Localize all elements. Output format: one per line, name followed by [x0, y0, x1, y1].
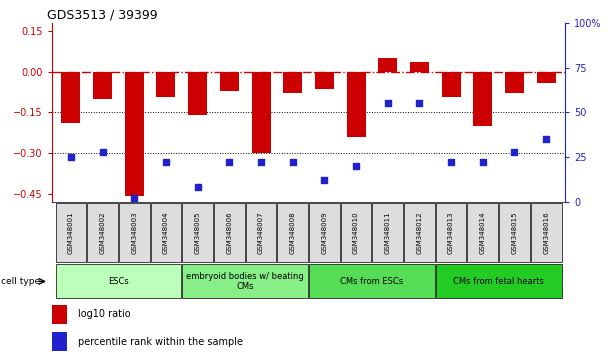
Point [256, 160, 266, 165]
Text: GSM348016: GSM348016 [543, 211, 549, 254]
FancyBboxPatch shape [404, 203, 435, 263]
FancyBboxPatch shape [436, 264, 562, 298]
Point [130, 195, 139, 201]
Bar [93, 72, 112, 99]
FancyBboxPatch shape [182, 203, 213, 263]
FancyBboxPatch shape [531, 203, 562, 263]
FancyBboxPatch shape [309, 203, 340, 263]
Text: CMs from ESCs: CMs from ESCs [340, 277, 403, 286]
Text: GSM348012: GSM348012 [417, 211, 422, 254]
Point [541, 136, 551, 142]
Text: GDS3513 / 39399: GDS3513 / 39399 [47, 9, 158, 22]
Text: GSM348006: GSM348006 [226, 211, 232, 254]
FancyBboxPatch shape [246, 203, 276, 263]
Point [510, 149, 519, 155]
Bar [536, 72, 555, 82]
Point [478, 160, 488, 165]
FancyBboxPatch shape [214, 203, 245, 263]
FancyBboxPatch shape [309, 264, 435, 298]
Bar [474, 72, 492, 126]
Text: embryoid bodies w/ beating
CMs: embryoid bodies w/ beating CMs [186, 272, 304, 291]
Bar [346, 72, 365, 137]
Point [446, 160, 456, 165]
Bar [505, 72, 524, 93]
Text: GSM348002: GSM348002 [100, 211, 106, 254]
Text: cell type: cell type [1, 277, 40, 286]
Point [320, 177, 329, 183]
FancyBboxPatch shape [341, 203, 371, 263]
FancyBboxPatch shape [499, 203, 530, 263]
Point [66, 154, 76, 160]
FancyBboxPatch shape [436, 203, 466, 263]
FancyBboxPatch shape [277, 203, 308, 263]
Bar [156, 72, 175, 97]
Bar [220, 72, 239, 91]
Bar [188, 72, 207, 115]
FancyBboxPatch shape [151, 203, 181, 263]
Bar [52, 332, 67, 351]
Point [414, 101, 424, 106]
Text: GSM348013: GSM348013 [448, 211, 454, 254]
Text: log10 ratio: log10 ratio [78, 309, 130, 320]
Text: GSM348010: GSM348010 [353, 211, 359, 254]
Bar [410, 62, 429, 72]
FancyBboxPatch shape [56, 203, 86, 263]
Point [193, 185, 203, 190]
Text: GSM348008: GSM348008 [290, 211, 296, 254]
Text: GSM348001: GSM348001 [68, 211, 74, 254]
Text: GSM348004: GSM348004 [163, 211, 169, 254]
FancyBboxPatch shape [182, 264, 308, 298]
Point [98, 149, 108, 155]
Bar [125, 72, 144, 196]
Bar [252, 72, 271, 153]
FancyBboxPatch shape [372, 203, 403, 263]
Text: percentile rank within the sample: percentile rank within the sample [78, 337, 243, 347]
Bar [378, 58, 397, 72]
Point [224, 160, 234, 165]
Text: GSM348003: GSM348003 [131, 211, 137, 254]
Text: GSM348009: GSM348009 [321, 211, 327, 254]
FancyBboxPatch shape [119, 203, 150, 263]
Bar [442, 72, 461, 97]
Text: ESCs: ESCs [108, 277, 129, 286]
Point [161, 160, 171, 165]
Bar [284, 72, 302, 93]
Text: GSM348014: GSM348014 [480, 211, 486, 254]
Point [383, 101, 393, 106]
Bar [62, 72, 81, 123]
FancyBboxPatch shape [56, 264, 181, 298]
Text: GSM348005: GSM348005 [195, 211, 200, 254]
Text: CMs from fetal hearts: CMs from fetal hearts [453, 277, 544, 286]
Point [288, 160, 298, 165]
Bar [52, 304, 67, 324]
Text: GSM348015: GSM348015 [511, 211, 518, 254]
FancyBboxPatch shape [87, 203, 118, 263]
FancyBboxPatch shape [467, 203, 498, 263]
Text: GSM348007: GSM348007 [258, 211, 264, 254]
Text: GSM348011: GSM348011 [385, 211, 391, 254]
Bar [315, 72, 334, 89]
Point [351, 163, 361, 169]
